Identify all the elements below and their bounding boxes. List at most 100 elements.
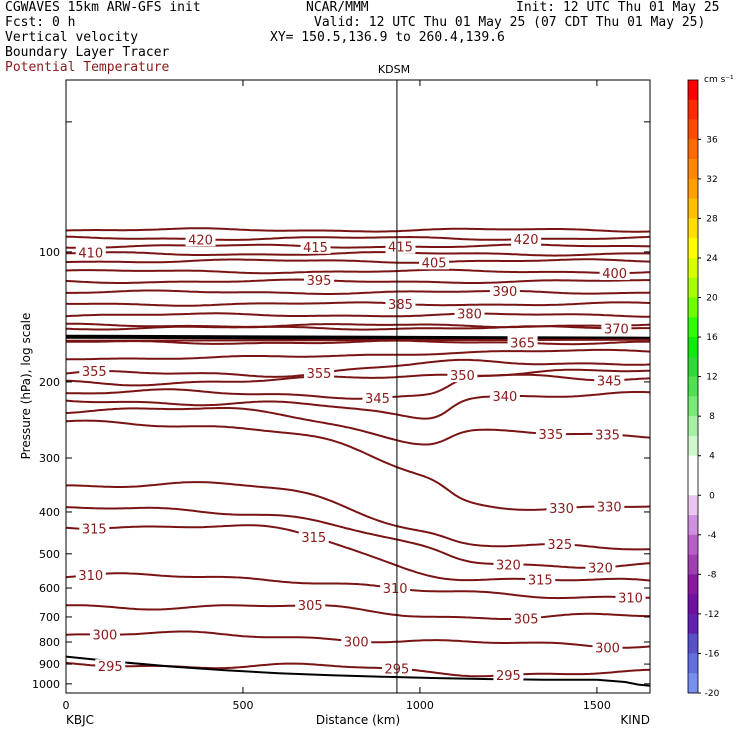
isentrope-305	[66, 604, 650, 620]
x-tick-label-1000: 1000	[406, 699, 434, 712]
colorbar-tick-label-12: 12	[706, 373, 717, 383]
isentrope-label-310-2: 310	[618, 591, 643, 606]
isentrope-label-320-0: 320	[496, 558, 521, 573]
isentrope-label-bg	[447, 368, 478, 383]
colorbar-tick-label--4: -4	[708, 531, 717, 541]
isentrope-label-bg	[544, 537, 575, 552]
colorbar-swatch	[688, 119, 698, 140]
colorbar-swatch	[688, 613, 698, 634]
isentrope-label-335-1: 335	[595, 428, 620, 443]
header-line3-right: XY= 150.5,136.9 to 260.4,139.6	[270, 30, 505, 45]
isentrope-label-bg	[95, 659, 126, 674]
isentrope-345	[66, 373, 650, 400]
header-line4-left: Boundary Layer Tracer	[5, 45, 170, 60]
colorbar-tick-label-0: 0	[709, 491, 715, 501]
y-tick-label-200: 200	[39, 376, 60, 389]
isentrope-label-295-2: 295	[496, 669, 521, 684]
isentrope-label-bg	[615, 590, 646, 605]
colorbar-swatch	[688, 238, 698, 259]
colorbar-swatch	[688, 337, 698, 358]
header-line3-left: Vertical velocity	[5, 30, 139, 45]
colorbar-swatch	[688, 257, 698, 279]
colorbar-tick-label-36: 36	[706, 135, 718, 145]
header-line2-left: Fcst: 0 h	[5, 15, 76, 30]
isentrope-label-bg	[300, 239, 331, 254]
isentrope-label-bg	[298, 529, 329, 544]
isentrope-395	[66, 278, 650, 284]
isentrope-label-330-1: 330	[597, 501, 622, 516]
isentrope-label-345-1: 345	[597, 374, 622, 389]
isentrope-365	[66, 339, 650, 346]
isentrope-label-bg	[79, 521, 110, 536]
right-end-label: KIND	[620, 713, 650, 727]
colorbar-tick-label--16: -16	[705, 649, 720, 659]
isentrope-label-bg	[493, 668, 524, 683]
isentrope-label-370-0: 370	[604, 322, 629, 337]
isentrope-label-320-1: 320	[588, 562, 613, 577]
y-axis-label: Pressure (hPa), log scale	[19, 313, 33, 460]
isentrope-label-310-1: 310	[383, 582, 408, 597]
x-tick-label-0: 0	[63, 699, 70, 712]
boundary-layer-top	[66, 655, 650, 687]
isentrope-label-335-0: 335	[538, 428, 563, 443]
colorbar-swatch	[688, 416, 698, 437]
y-tick-label-600: 600	[39, 582, 60, 595]
isentrope-label-bg	[535, 426, 566, 441]
isentrope-label-310-0: 310	[78, 569, 103, 584]
isentrope-label-385-0: 385	[388, 298, 413, 313]
isentrope-label-395-0: 395	[307, 274, 332, 289]
tropopause-band-edge	[66, 338, 650, 342]
isentrope-label-400-0: 400	[602, 267, 627, 282]
isentrope-label-bg	[493, 557, 524, 572]
isentrope-label-315-2: 315	[528, 574, 553, 589]
y-tick-label-500: 500	[39, 548, 60, 561]
isentrope-355	[66, 358, 650, 378]
isentrope-label-bg	[592, 640, 623, 655]
y-tick-label-300: 300	[39, 452, 60, 465]
isentrope-label-bg	[380, 581, 411, 596]
colorbar-tick-label--8: -8	[708, 570, 717, 580]
colorbar-swatch	[688, 515, 698, 536]
y-tick-label-700: 700	[39, 611, 60, 624]
isentrope-label-300-1: 300	[344, 635, 369, 650]
colorbar-swatch	[688, 435, 698, 457]
colorbar-swatch	[688, 396, 698, 417]
colorbar-swatch	[688, 356, 698, 377]
colorbar: cm s⁻¹ 36 32 28 24 20 16 12 8 4 0 -4 -8 -12 -16 -20	[687, 75, 734, 699]
isentrope-label-bg	[185, 232, 216, 247]
isentrope-340	[66, 391, 650, 420]
colorbar-swatch	[688, 376, 698, 397]
isentrope-label-bg	[385, 239, 416, 254]
isentrope-label-bg	[599, 266, 630, 281]
isentrope-label-305-0: 305	[298, 599, 323, 614]
colorbar-swatch	[688, 574, 698, 595]
isentrope-380	[66, 312, 650, 318]
colorbar-tick-label-20: 20	[706, 294, 718, 304]
header-line2-right: Valid: 12 UTC Thu 01 May 25 (07 CDT Thu …	[314, 15, 706, 30]
isentrope-label-305-1: 305	[514, 613, 539, 628]
x-tick-label-500: 500	[232, 699, 253, 712]
colorbar-swatch	[688, 673, 698, 694]
colorbar-swatch	[688, 317, 698, 338]
header-line1-mid: NCAR/MMM	[306, 0, 369, 15]
isentrope-label-300-2: 300	[595, 641, 620, 656]
colorbar-swatch	[688, 198, 698, 219]
isentrope-label-355-1: 355	[307, 367, 332, 382]
isentrope-400	[66, 268, 650, 275]
isentrope-label-350-0: 350	[450, 369, 475, 384]
isentrope-label-340-0: 340	[492, 390, 517, 405]
colorbar-swatch	[688, 218, 698, 239]
colorbar-swatch	[688, 455, 698, 476]
chart-title: KDSM	[378, 63, 410, 76]
isentrope-label-380-0: 380	[457, 308, 482, 323]
colorbar-swatch	[688, 554, 698, 575]
isentrope-label-bg	[489, 283, 520, 298]
isentrope-label-295-0: 295	[98, 660, 123, 675]
isentrope-320	[66, 506, 650, 569]
isentrope-label-410-0: 410	[78, 247, 103, 262]
isentrope-label-355-0: 355	[82, 365, 107, 380]
x-tick-label-1500: 1500	[583, 699, 611, 712]
y-tick-label-900: 900	[39, 658, 60, 671]
header-line1-left: CGWAVES 15km ARW-GFS init	[5, 0, 201, 15]
